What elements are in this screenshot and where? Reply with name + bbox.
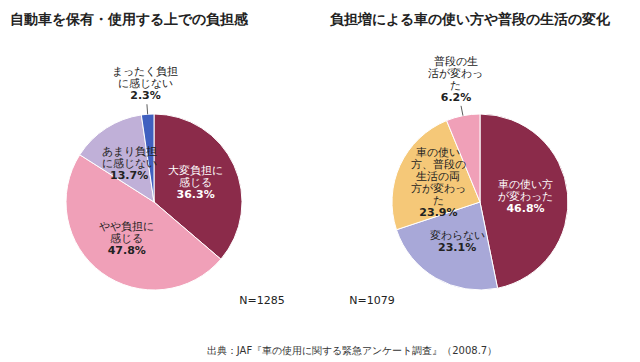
slice-label: 変わらない23.1% xyxy=(430,229,485,254)
slice xyxy=(66,155,221,290)
slices xyxy=(392,114,568,290)
slice-label: やや負担に感じる47.8% xyxy=(99,220,154,257)
data-label: 6.2% xyxy=(441,91,472,104)
category-label: 大変負担に感じる xyxy=(168,164,223,189)
category-label: 普段の生活が変わった xyxy=(428,55,483,92)
category-label: 車の使い方が変わった xyxy=(498,178,553,203)
data-label: 36.3% xyxy=(176,188,214,201)
slice-label: 車の使い方、普段の生活の両方が変わった23.9% xyxy=(411,146,466,219)
category-label: やや負担に感じる xyxy=(99,220,154,245)
pie: 車の使い方が変わった46.8% 変わらない23.1% 車の使い方、普段の生活の両方が… xyxy=(392,55,568,290)
chart-root: 自動車を保有・使用する上での負担感大変負担に感じる36.3% やや負担に感じる47… xyxy=(0,0,640,362)
category-label: 車の使い方、普段の生活の両方が変わった xyxy=(411,146,466,207)
slices xyxy=(66,114,242,290)
slice-label: あまり負担に感じない13.7% xyxy=(102,145,157,182)
data-label: 47.8% xyxy=(108,244,146,257)
leader-line xyxy=(461,106,463,116)
slice-label: 普段の生活が変わった6.2% xyxy=(428,55,483,104)
slice-label: 車の使い方が変わった46.8% xyxy=(498,178,553,215)
chart-title: 自動車を保有・使用する上での負担感 xyxy=(10,11,249,27)
data-label: 23.9% xyxy=(419,206,457,219)
data-label: 13.7% xyxy=(110,169,148,182)
pie: 大変負担に感じる36.3% やや負担に感じる47.8% あまり負担に感じない13.7… xyxy=(66,65,242,290)
data-label: 46.8% xyxy=(506,202,544,215)
slice-label: まったく負担に感じない2.3% xyxy=(112,65,178,102)
chart-title: 負担増による車の使い方や普段の生活の変化 xyxy=(330,11,611,27)
annotation: N=1285 xyxy=(239,294,284,307)
category-label: まったく負担に感じない xyxy=(112,65,178,90)
leader-line xyxy=(146,104,148,114)
footnote: 出典：JAF『車の使用に関する緊急アンケート調査』（2008.7） xyxy=(207,345,497,356)
data-label: 2.3% xyxy=(130,89,161,102)
slice-label: 大変負担に感じる36.3% xyxy=(168,164,223,201)
annotation: N=1079 xyxy=(349,294,394,307)
data-label: 23.1% xyxy=(438,241,476,254)
category-label: あまり負担に感じない xyxy=(102,145,157,170)
slice xyxy=(480,114,568,288)
